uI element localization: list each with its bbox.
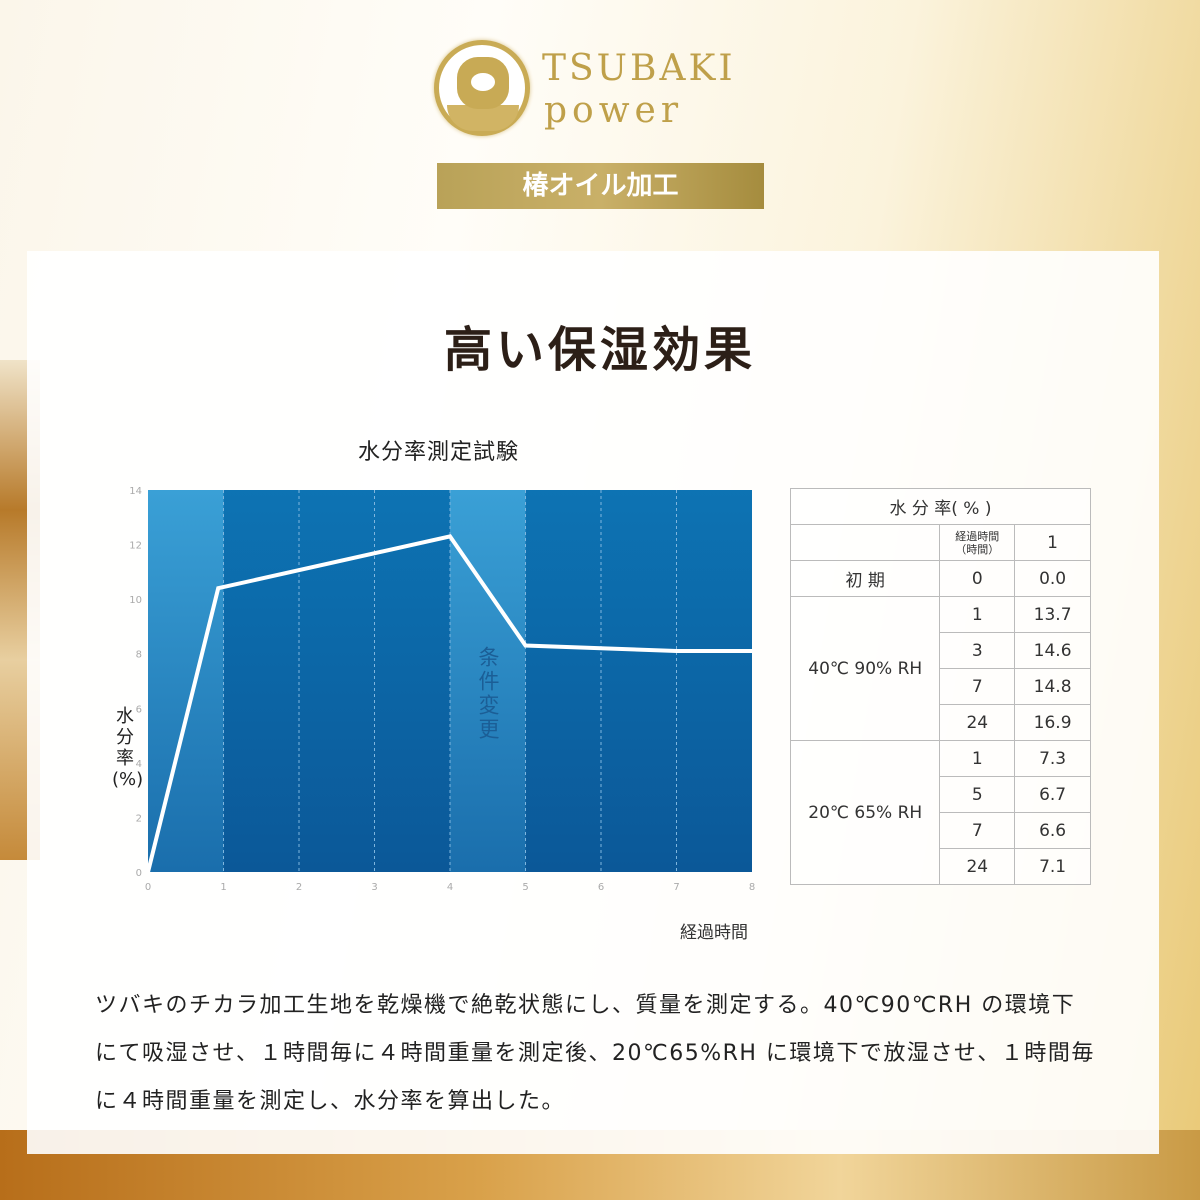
- cond-cell: 20℃ 65% RH: [789, 740, 941, 885]
- moisture-table: 水 分 率( % ) 経過時間 （時間） 1 初 期 0 0.0 40℃ 90% RH 1…: [789, 488, 1091, 885]
- time-cell: 1: [939, 740, 1016, 777]
- y-tick-label: 8: [136, 650, 142, 661]
- camellia-emblem-icon: [434, 40, 530, 136]
- x-tick-label: 6: [598, 882, 604, 893]
- oil-treatment-banner: 椿オイル加工: [437, 163, 764, 209]
- x-tick-label: 8: [749, 882, 755, 893]
- time-cell: 7: [939, 668, 1016, 705]
- chart-band: [223, 490, 299, 872]
- brand-logo: TSUBAKI power: [434, 40, 764, 140]
- condition-change-annotation: 条件変更: [476, 646, 500, 742]
- table-row: 初 期 0 0.0: [789, 560, 1091, 597]
- x-tick-label: 3: [371, 882, 377, 893]
- table-subheader-value: 1: [1014, 524, 1091, 561]
- y-tick-label: 12: [129, 541, 142, 552]
- description-text: ツバキのチカラ加工生地を乾燥機で絶乾状態にし、質量を測定する。40℃90℃RH …: [95, 993, 1095, 1114]
- subheader-unit-label: （時間）: [955, 542, 1000, 556]
- x-tick-label: 0: [145, 882, 151, 893]
- table-row: 5 6.7: [791, 776, 1091, 813]
- chart-band: [676, 490, 752, 872]
- table-blank-cell: [789, 524, 941, 561]
- y-axis-label: 水分率(%): [112, 706, 144, 790]
- table-row: 20℃ 65% RH 1 7.3: [789, 740, 1091, 885]
- cond-cell: 初 期: [789, 560, 941, 597]
- table-subheader-time: 経過時間 （時間）: [939, 524, 1016, 561]
- chart-title: 水分率測定試験: [358, 440, 520, 465]
- value-cell: 6.6: [1014, 812, 1091, 849]
- x-tick-label: 5: [522, 882, 528, 893]
- time-cell: 1: [939, 596, 1016, 633]
- logo-text-power: power: [544, 90, 684, 131]
- value-cell: 7.1: [1014, 848, 1091, 885]
- logo-text-tsubaki: TSUBAKI: [542, 48, 736, 89]
- y-tick-label: 4: [136, 759, 142, 770]
- value-cell: 14.8: [1014, 668, 1091, 705]
- value-cell: 13.7: [1014, 596, 1091, 633]
- page-title: 高い保湿効果: [443, 322, 756, 378]
- y-tick-label: 10: [129, 595, 142, 606]
- table-header: 水 分 率( % ): [790, 488, 1091, 525]
- x-tick-label: 4: [447, 882, 453, 893]
- subheader-time-label: 経過時間: [955, 529, 1000, 543]
- y-tick-label: 14: [129, 486, 142, 497]
- value-cell: 0.0: [1014, 560, 1091, 597]
- value-cell: 14.6: [1014, 632, 1091, 669]
- cond-cell: 40℃ 90% RH: [789, 596, 941, 741]
- chart-band: [601, 490, 677, 872]
- table-row: 3 14.6: [791, 632, 1091, 669]
- value-cell: 7.3: [1014, 740, 1091, 777]
- time-cell: 0: [939, 560, 1016, 597]
- x-tick-label: 7: [673, 882, 679, 893]
- time-cell: 5: [939, 776, 1016, 813]
- value-cell: 16.9: [1014, 704, 1091, 741]
- time-cell: 24: [939, 848, 1016, 885]
- chart-band: [374, 490, 450, 872]
- table-row: 24 16.9: [791, 704, 1091, 741]
- table-row: 7 6.6: [791, 812, 1091, 849]
- table-row: 40℃ 90% RH 1 13.7: [789, 596, 1091, 741]
- y-tick-label: 0: [136, 868, 142, 879]
- x-tick-label: 2: [296, 882, 302, 893]
- value-cell: 6.7: [1014, 776, 1091, 813]
- table-row: 24 7.1: [791, 848, 1091, 885]
- y-tick-label: 2: [136, 813, 142, 824]
- chart-band: [525, 490, 601, 872]
- series-line: [146, 534, 752, 873]
- y-tick-label: 6: [136, 704, 142, 715]
- chart-band: [148, 490, 224, 872]
- x-tick-label: 1: [220, 882, 226, 893]
- x-axis-label: 経過時間: [680, 923, 748, 943]
- chart-band: [299, 490, 375, 872]
- time-cell: 3: [939, 632, 1016, 669]
- time-cell: 7: [939, 812, 1016, 849]
- time-cell: 24: [939, 704, 1016, 741]
